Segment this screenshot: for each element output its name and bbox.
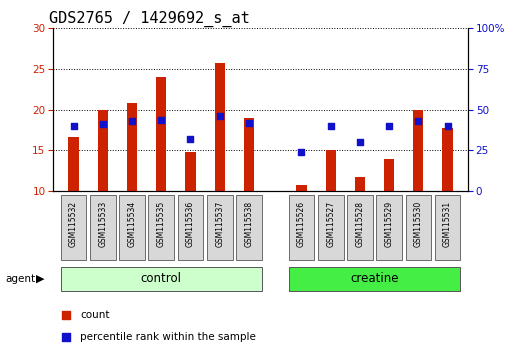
Point [62, 312, 70, 318]
FancyBboxPatch shape [288, 195, 314, 260]
FancyBboxPatch shape [376, 195, 401, 260]
Point [414, 118, 422, 124]
Bar [127, 103, 137, 191]
Text: percentile rank within the sample: percentile rank within the sample [80, 332, 256, 342]
Point [297, 149, 305, 155]
Point [384, 123, 392, 129]
Point [98, 121, 107, 127]
Text: count: count [80, 310, 110, 320]
FancyBboxPatch shape [61, 267, 261, 291]
FancyBboxPatch shape [405, 195, 430, 260]
Text: GSM115527: GSM115527 [326, 201, 334, 247]
FancyBboxPatch shape [207, 195, 232, 260]
FancyBboxPatch shape [90, 195, 116, 260]
Text: GSM115536: GSM115536 [186, 201, 194, 247]
FancyBboxPatch shape [288, 267, 460, 291]
FancyBboxPatch shape [148, 195, 174, 260]
Point [186, 136, 194, 142]
Text: ▶: ▶ [36, 274, 45, 284]
Point [69, 123, 77, 129]
FancyBboxPatch shape [177, 195, 203, 260]
Text: GSM115535: GSM115535 [157, 201, 166, 247]
FancyBboxPatch shape [119, 195, 144, 260]
Bar [243, 118, 254, 191]
Point [215, 113, 223, 119]
Text: GDS2765 / 1429692_s_at: GDS2765 / 1429692_s_at [49, 11, 249, 27]
FancyBboxPatch shape [61, 195, 86, 260]
Point [443, 123, 451, 129]
Text: control: control [140, 272, 181, 285]
Bar [296, 185, 306, 191]
Point [128, 118, 136, 124]
Bar [97, 110, 108, 191]
Point [157, 117, 165, 122]
FancyBboxPatch shape [317, 195, 343, 260]
FancyBboxPatch shape [434, 195, 460, 260]
Point [326, 123, 334, 129]
Point [244, 120, 252, 126]
Point [62, 334, 70, 339]
Bar [354, 177, 364, 191]
Text: GSM115531: GSM115531 [442, 201, 451, 247]
Bar [383, 159, 393, 191]
Text: GSM115532: GSM115532 [69, 201, 78, 247]
FancyBboxPatch shape [235, 195, 261, 260]
Text: creatine: creatine [349, 272, 398, 285]
Bar [185, 152, 195, 191]
Bar [156, 77, 166, 191]
Point [355, 139, 363, 145]
Text: GSM115534: GSM115534 [127, 201, 136, 247]
Bar [68, 137, 79, 191]
Bar [214, 63, 224, 191]
Text: GSM115533: GSM115533 [98, 201, 107, 247]
Text: GSM115526: GSM115526 [296, 201, 306, 247]
Bar [441, 128, 452, 191]
Text: GSM115528: GSM115528 [355, 201, 364, 247]
Text: GSM115529: GSM115529 [384, 201, 393, 247]
Text: GSM115538: GSM115538 [244, 201, 253, 247]
FancyBboxPatch shape [346, 195, 372, 260]
Text: agent: agent [5, 274, 35, 284]
Text: GSM115530: GSM115530 [413, 201, 422, 247]
Text: GSM115537: GSM115537 [215, 201, 224, 247]
Bar [413, 110, 423, 191]
Bar [325, 150, 335, 191]
